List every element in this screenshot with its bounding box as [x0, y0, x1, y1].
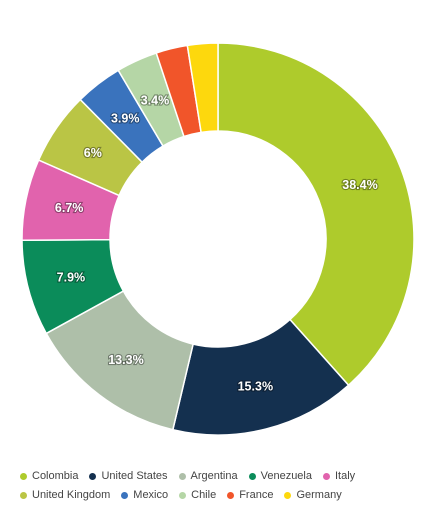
- data-label-mexico: 3.9%: [111, 112, 140, 126]
- legend-label: Mexico: [133, 489, 169, 501]
- legend-item-united-kingdom[interactable]: United Kingdom: [20, 489, 110, 501]
- legend-marker-icon: [227, 491, 235, 499]
- data-label-venezuela: 7.9%: [57, 270, 86, 284]
- data-label-argentina: 13.3%: [108, 353, 143, 367]
- legend-marker-icon: [20, 472, 27, 480]
- slice-germany[interactable]: [186, 42, 219, 134]
- legend-marker-icon: [89, 472, 97, 480]
- legend-row-2: United Kingdom Mexico Chile France Germany: [20, 489, 353, 501]
- legend-item-france[interactable]: France: [227, 489, 273, 501]
- slice-colombia[interactable]: [217, 42, 415, 387]
- legend-label: Chile: [191, 489, 217, 501]
- slice-united-states[interactable]: [171, 318, 350, 436]
- legend-item-italy[interactable]: Italy: [323, 470, 355, 482]
- legend-label: Italy: [335, 470, 356, 482]
- legend-item-united-states[interactable]: United States: [89, 470, 168, 482]
- legend-item-germany[interactable]: Germany: [284, 489, 342, 501]
- data-label-united-kingdom: 6%: [84, 146, 102, 160]
- legend-item-venezuela[interactable]: Venezuela: [248, 470, 312, 482]
- legend-marker-icon: [121, 491, 129, 499]
- legend-item-mexico[interactable]: Mexico: [121, 489, 168, 501]
- data-label-colombia: 38.4%: [342, 178, 377, 192]
- legend-label: Germany: [296, 489, 342, 501]
- legend-label: United States: [101, 470, 168, 482]
- legend-label: Colombia: [32, 470, 79, 482]
- legend-label: United Kingdom: [32, 489, 111, 501]
- legend-label: France: [239, 489, 274, 501]
- legend-item-chile[interactable]: Chile: [179, 489, 216, 501]
- legend-marker-icon: [20, 491, 27, 499]
- legend-label: Venezuela: [260, 470, 312, 482]
- legend-marker-icon: [178, 472, 186, 480]
- legend-marker-icon: [284, 491, 292, 499]
- data-label-chile: 3.4%: [141, 94, 170, 108]
- legend-item-colombia[interactable]: Colombia: [20, 470, 78, 482]
- legend-marker-icon: [323, 472, 330, 480]
- legend-marker-icon: [179, 491, 187, 499]
- legend-row-1: Colombia United States Argentina Venezuela I…: [20, 470, 366, 482]
- legend-marker-icon: [248, 472, 256, 480]
- legend-item-argentina[interactable]: Argentina: [178, 470, 238, 482]
- data-label-united-states: 15.3%: [238, 379, 273, 393]
- legend-label: Argentina: [190, 470, 238, 482]
- data-label-italy: 6.7%: [55, 201, 84, 215]
